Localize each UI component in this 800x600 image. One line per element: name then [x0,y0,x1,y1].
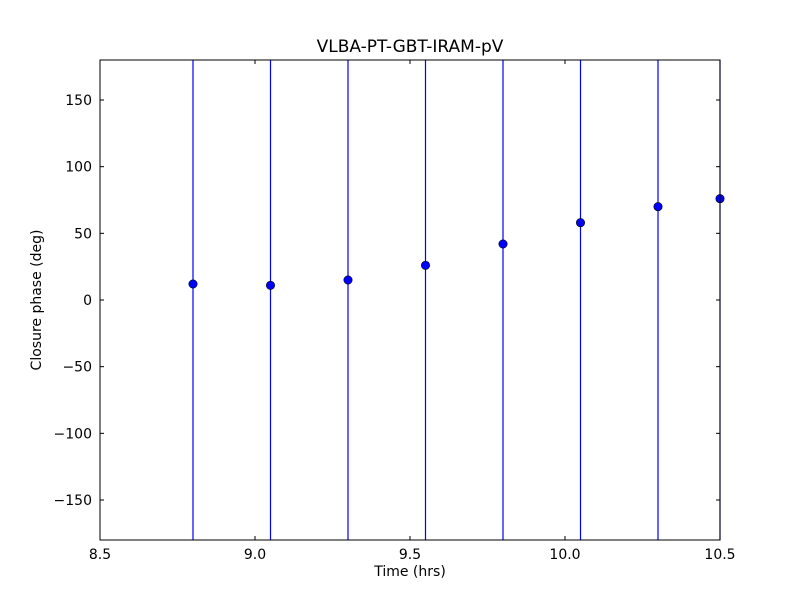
plot-frame [99,59,721,541]
error-bars [192,60,721,540]
data-point-4 [498,239,508,249]
y-tick-label: −50 [62,360,92,376]
data-point-0 [188,279,198,289]
y-tick-label: 0 [83,293,92,309]
data-points [188,194,725,290]
y-axis-label: Closure phase (deg) [29,230,45,371]
y-tick-label: 50 [74,226,92,242]
data-point-2 [343,275,353,285]
data-point-5 [575,218,585,228]
y-tick-label: −100 [54,426,92,442]
x-tick-label: 9.0 [244,547,266,563]
data-point-6 [653,202,663,212]
chart-title: VLBA-PT-GBT-IRAM-pV [317,37,504,57]
x-tick-label: 8.5 [89,547,111,563]
y-tick-label: −150 [54,493,92,509]
y-tick-label: 150 [65,93,92,109]
x-tick-label: 9.5 [399,547,421,563]
x-axis-label: Time (hrs) [373,564,446,580]
data-point-1 [265,280,275,290]
y-tick-label: 100 [65,160,92,176]
data-point-3 [420,260,430,270]
x-tick-label: 10.0 [549,547,580,563]
tick-labels: 8.5 9.0 9.5 10.0 10.5 −150 −100 −50 0 50 100 150 [54,93,736,563]
x-tick-label: 10.5 [704,547,735,563]
